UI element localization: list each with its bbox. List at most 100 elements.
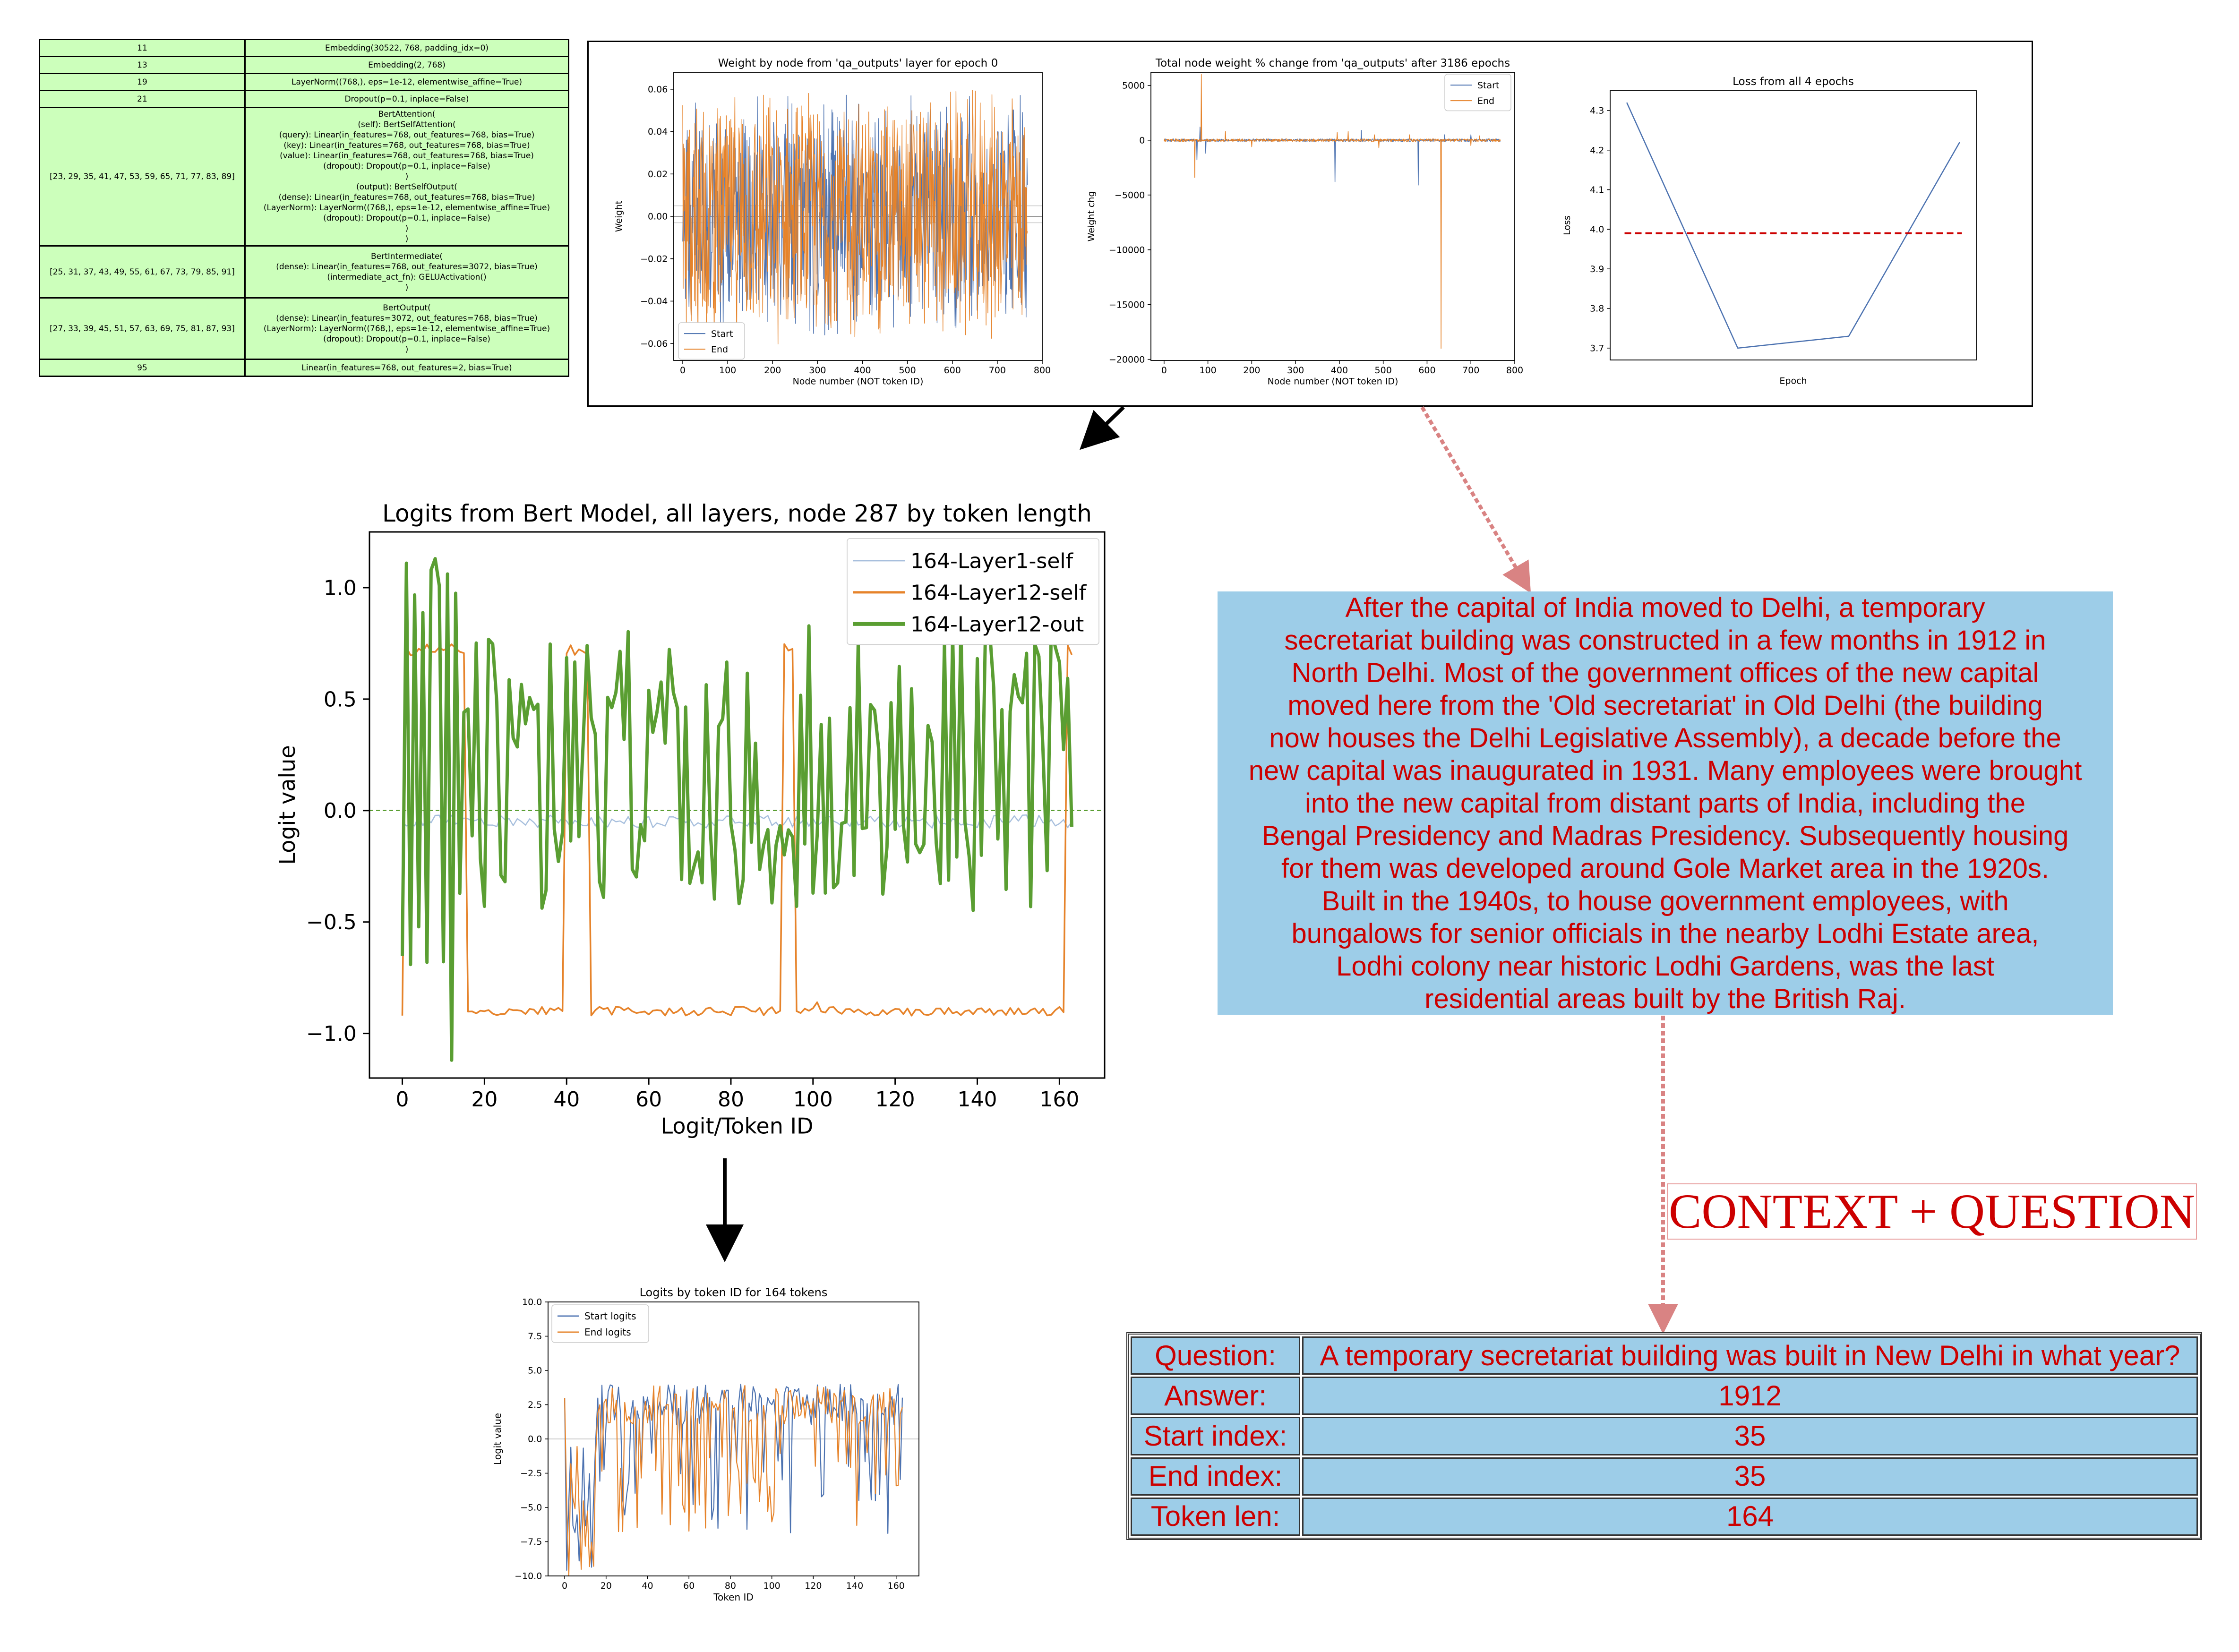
x-tick-label: 700 [989, 365, 1006, 376]
question-key: Question: [1131, 1336, 1300, 1375]
context-line: into the new capital from distant parts … [1305, 788, 2025, 819]
token_logits-axes: Logits by token ID for 164 tokens 0 20 40 60… [492, 1286, 905, 1603]
token-len-key: Token len: [1131, 1497, 1300, 1536]
weight_change-ylabel: Weight chg [1086, 191, 1097, 242]
context-line: residential areas built by the British R… [1424, 984, 1906, 1014]
x-tick-label: 500 [1375, 365, 1392, 376]
x-tick-label: 600 [944, 365, 961, 376]
layer_logits-axes: Logits from Bert Model, all layers, node… [275, 500, 1092, 1139]
series-line-start [1164, 127, 1501, 186]
series-line-end-logits [564, 1385, 903, 1576]
x-tick-label: 120 [805, 1581, 822, 1591]
x-tick-label: 160 [1039, 1087, 1079, 1112]
qa-row-start: Start index: 35 [1131, 1417, 2198, 1455]
y-tick-label: 10.0 [522, 1297, 542, 1308]
x-tick-label: 400 [1331, 365, 1348, 376]
legend-label: Start logits [584, 1310, 636, 1322]
layer-index-table: 11 Embedding(30522, 768, padding_idx=0) 13… [39, 39, 569, 377]
layer-module: Embedding(30522, 768, padding_idx=0) [244, 39, 569, 57]
series-line-layer12-self [401, 643, 1073, 1017]
layer-logits-chart: Logits from Bert Model, all layers, node… [275, 500, 1106, 1139]
weights_epoch0-ylabel: Weight [614, 201, 624, 232]
qa-row-end: End index: 35 [1131, 1457, 2198, 1496]
context-line: Built in the 1940s, to house government … [1321, 886, 2009, 916]
x-tick-label: 40 [553, 1087, 580, 1112]
y-tick-label: −5.0 [520, 1503, 542, 1513]
y-tick-label: −1.0 [306, 1022, 357, 1046]
training-charts-panel: Weight by node from 'qa_outputs' layer f… [587, 41, 2033, 407]
x-tick-label: 800 [1034, 365, 1051, 376]
legend-box [678, 322, 745, 360]
layer-row: 19 LayerNorm((768,), eps=1e-12, elementwi… [39, 73, 569, 91]
x-tick-label: 200 [764, 365, 781, 376]
weight_change-axes: Total node weight % change from 'qa_outp… [1086, 57, 1523, 387]
legend-label: 164-Layer12-out [910, 612, 1084, 636]
context-line: new capital was inaugurated in 1931. Man… [1248, 755, 2082, 786]
context-line: After the capital of India moved to Delh… [1345, 592, 1985, 623]
y-tick-label: 0.02 [648, 169, 668, 180]
layer-index: 13 [39, 56, 246, 74]
y-tick-label: 3.8 [1590, 304, 1604, 314]
context-line: now houses the Delhi Legislative Assembl… [1269, 723, 2061, 753]
layer_logits-title: Logits from Bert Model, all layers, node… [382, 500, 1092, 527]
y-tick-label: 2.5 [528, 1400, 542, 1410]
series-line-end [682, 90, 1028, 348]
end-index-key: End index: [1131, 1457, 1300, 1496]
x-tick-label: 0 [396, 1087, 409, 1112]
start-index-value: 35 [1302, 1417, 2198, 1455]
question-answer-table: Question: A temporary secretariat buildi… [1126, 1332, 2202, 1540]
series-line-end [1164, 74, 1501, 349]
loss-xlabel: Epoch [1779, 376, 1807, 386]
y-tick-label: −0.06 [640, 339, 668, 349]
series-line-layer1-self [402, 814, 1072, 829]
weights_epoch0-xlabel: Node number (NOT token ID) [793, 377, 924, 387]
y-tick-label: 3.7 [1590, 343, 1604, 354]
x-tick-label: 40 [642, 1581, 653, 1591]
x-tick-label: 0 [680, 365, 686, 376]
y-tick-label: −0.02 [640, 254, 668, 264]
weights-legend: Start End [678, 322, 745, 360]
y-tick-label: 5.0 [528, 1366, 542, 1376]
weight-change-legend: Start End [1444, 74, 1511, 111]
y-tick-label: 4.2 [1590, 145, 1604, 155]
y-tick-label: 3.9 [1590, 264, 1604, 274]
context-line: secretariat building was constructed in … [1284, 625, 2046, 656]
answer-value: 1912 [1302, 1377, 2198, 1415]
layer_logits-frame [369, 531, 1106, 1079]
y-tick-label: −0.04 [640, 296, 668, 307]
legend-label: End [711, 344, 728, 355]
start-index-key: Start index: [1131, 1417, 1300, 1455]
y-tick-label: −2.5 [520, 1468, 542, 1479]
x-tick-label: 60 [683, 1581, 695, 1591]
x-tick-label: 800 [1506, 365, 1523, 376]
loss-title: Loss from all 4 epochs [1733, 76, 1854, 88]
x-tick-label: 400 [854, 365, 871, 376]
layer-index: [25, 31, 37, 43, 49, 55, 61, 67, 73, 79,… [39, 245, 246, 299]
x-tick-label: 0 [1161, 365, 1167, 376]
layer-module: LayerNorm((768,), eps=1e-12, elementwise… [244, 73, 569, 91]
loss-axes: Loss from all 4 epochs 3.7 3.8 3.9 4.0 4.1 4.2… [1562, 76, 1854, 386]
y-tick-label: −10000 [1109, 245, 1145, 255]
token_logits-title: Logits by token ID for 164 tokens [640, 1286, 828, 1299]
qa-row-answer: Answer: 1912 [1131, 1377, 2198, 1415]
x-tick-label: 100 [763, 1581, 780, 1591]
x-tick-label: 20 [471, 1087, 498, 1112]
y-tick-label: 0 [1139, 135, 1145, 146]
token_logits-ylabel: Logit value [492, 1413, 503, 1465]
x-tick-label: 100 [793, 1087, 833, 1112]
layer-row: 21 Dropout(p=0.1, inplace=False) [39, 90, 569, 108]
y-tick-label: 0.5 [324, 687, 357, 711]
weights_epoch0-axes: Weight by node from 'qa_outputs' layer f… [614, 57, 1051, 387]
x-tick-label: 0 [562, 1581, 567, 1591]
context-line: bungalows for senior officials in the ne… [1291, 918, 2039, 949]
layer-module: BertOutput( (dense): Linear(in_features=… [244, 297, 569, 360]
x-tick-label: 60 [635, 1087, 662, 1112]
layer-module: Linear(in_features=768, out_features=2, … [244, 359, 569, 377]
x-tick-label: 100 [719, 365, 736, 376]
layer-row: 95 Linear(in_features=768, out_features=2… [39, 359, 569, 377]
layer-row: 13 Embedding(2, 768) [39, 56, 569, 74]
token-logits-chart: Logits by token ID for 164 tokens 0 20 40 60… [492, 1286, 919, 1603]
legend-label: Start [1477, 80, 1499, 91]
context-line: Bengal Presidency and Madras Presidency.… [1261, 821, 2069, 851]
token_logits-xlabel: Token ID [713, 1592, 754, 1603]
